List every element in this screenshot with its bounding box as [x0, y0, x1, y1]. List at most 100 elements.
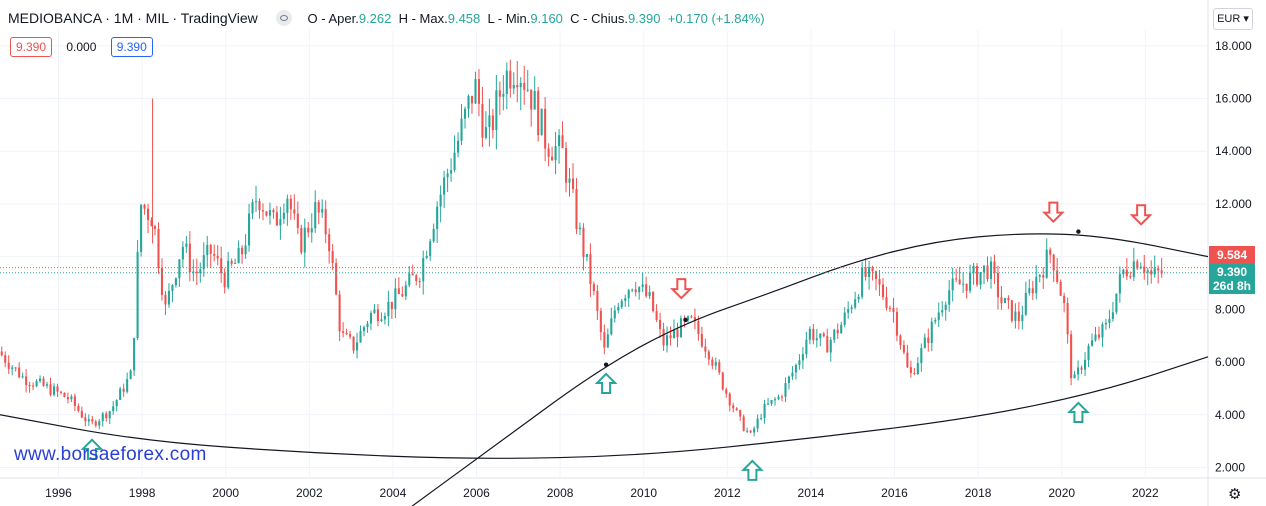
y-tick-label: 16.000	[1215, 92, 1252, 106]
candle-body	[101, 413, 104, 422]
candle-body	[460, 118, 463, 141]
currency-dropdown[interactable]: EUR ▾	[1213, 8, 1253, 30]
candle-body	[833, 329, 836, 340]
candle-body	[1153, 268, 1156, 275]
ohlc-legend: O - Aper.9.262 H - Max.9.458 L - Min.9.1…	[308, 11, 765, 26]
candle-body	[49, 384, 52, 395]
candle-body	[554, 146, 557, 161]
candle-body	[25, 376, 28, 386]
candle-body	[812, 328, 815, 341]
candle-body	[383, 316, 386, 320]
buy-price-button[interactable]: 9.390	[110, 37, 153, 57]
candle-body	[923, 337, 926, 348]
candle-body	[801, 354, 804, 361]
symbol-title[interactable]: MEDIOBANCA · 1M · MIL · TradingView	[8, 10, 258, 26]
candle-body	[167, 290, 170, 305]
candle-body	[143, 204, 146, 209]
candle-body	[429, 241, 432, 256]
candle-body	[606, 334, 609, 348]
candle-body	[770, 400, 773, 404]
trend-curve-support_lower	[0, 356, 1209, 459]
candle-body	[955, 278, 958, 280]
candle-body	[767, 403, 770, 405]
candle-body	[874, 271, 878, 280]
candle-body	[470, 95, 474, 104]
x-tick-label: 2016	[881, 486, 908, 500]
candle-body	[223, 273, 226, 288]
candle-body	[1035, 276, 1038, 294]
x-tick-label: 2000	[212, 486, 239, 500]
candle-body	[91, 419, 94, 422]
candle-body	[192, 271, 195, 273]
candle-body	[1070, 334, 1073, 379]
candle-body	[854, 299, 857, 308]
candle-body	[178, 259, 181, 279]
candle-body	[122, 388, 125, 392]
high-label: H - Max.	[398, 11, 448, 26]
candle-body	[1090, 340, 1094, 346]
x-tick-label: 2004	[380, 486, 407, 500]
candle-body	[1066, 303, 1069, 335]
candle-body	[366, 323, 369, 328]
candle-body	[996, 273, 1000, 298]
candle-body	[303, 227, 306, 253]
candle-body	[289, 198, 292, 210]
candle-body	[843, 312, 846, 325]
candle-body	[171, 285, 174, 291]
trend-curve-arc_upper	[411, 233, 1209, 506]
candle-body	[1160, 270, 1163, 274]
candle-body	[80, 410, 83, 418]
candle-body	[436, 206, 439, 229]
candle-body	[73, 396, 76, 407]
candle-body	[136, 251, 139, 339]
candle-body	[892, 308, 895, 312]
candle-body	[70, 396, 73, 400]
candle-body	[59, 391, 63, 393]
candle-body	[798, 360, 801, 366]
candle-body	[477, 79, 480, 104]
candle-body	[1049, 249, 1052, 255]
candle-body	[425, 255, 428, 259]
candle-body	[728, 393, 731, 406]
candle-body	[878, 279, 881, 285]
candle-body	[373, 309, 376, 313]
candle-body	[721, 372, 724, 390]
candle-body	[1007, 298, 1010, 301]
x-tick-label: 2018	[965, 486, 992, 500]
candle-body	[544, 108, 547, 149]
x-tick-label: 2008	[547, 486, 574, 500]
candle-body	[422, 258, 425, 282]
candle-body	[14, 367, 17, 369]
order-chips: 9.390 0.000 9.390	[10, 37, 159, 57]
candle-body	[498, 90, 501, 97]
candle-body	[1010, 300, 1013, 321]
candle-body	[815, 338, 818, 341]
candle-body	[746, 430, 749, 432]
candle-body	[1146, 270, 1149, 273]
high-price-tag: 9.584	[1209, 246, 1255, 264]
candle-body	[638, 287, 641, 293]
x-tick-label: 2012	[714, 486, 741, 500]
candle-body	[655, 311, 658, 320]
sell-price-button[interactable]: 9.390	[10, 37, 53, 57]
candle-body	[519, 83, 522, 88]
y-tick-label: 12.000	[1215, 197, 1252, 211]
candle-body	[725, 389, 728, 394]
candle-body	[119, 388, 122, 401]
open-value: 9.262	[358, 11, 392, 26]
candle-body	[21, 376, 24, 378]
candle-body	[338, 294, 341, 332]
candle-body	[66, 397, 69, 400]
gear-icon[interactable]: ⚙	[1228, 486, 1242, 503]
candle-body	[944, 304, 947, 311]
candle-body	[1000, 297, 1003, 303]
candle-body	[735, 408, 738, 411]
candle-body	[930, 321, 933, 343]
x-tick-label: 2022	[1132, 486, 1159, 500]
candle-body	[52, 386, 56, 395]
candle-body	[150, 219, 153, 227]
candle-body	[836, 329, 839, 334]
eye-icon[interactable]	[275, 10, 292, 26]
candle-body	[920, 347, 923, 364]
